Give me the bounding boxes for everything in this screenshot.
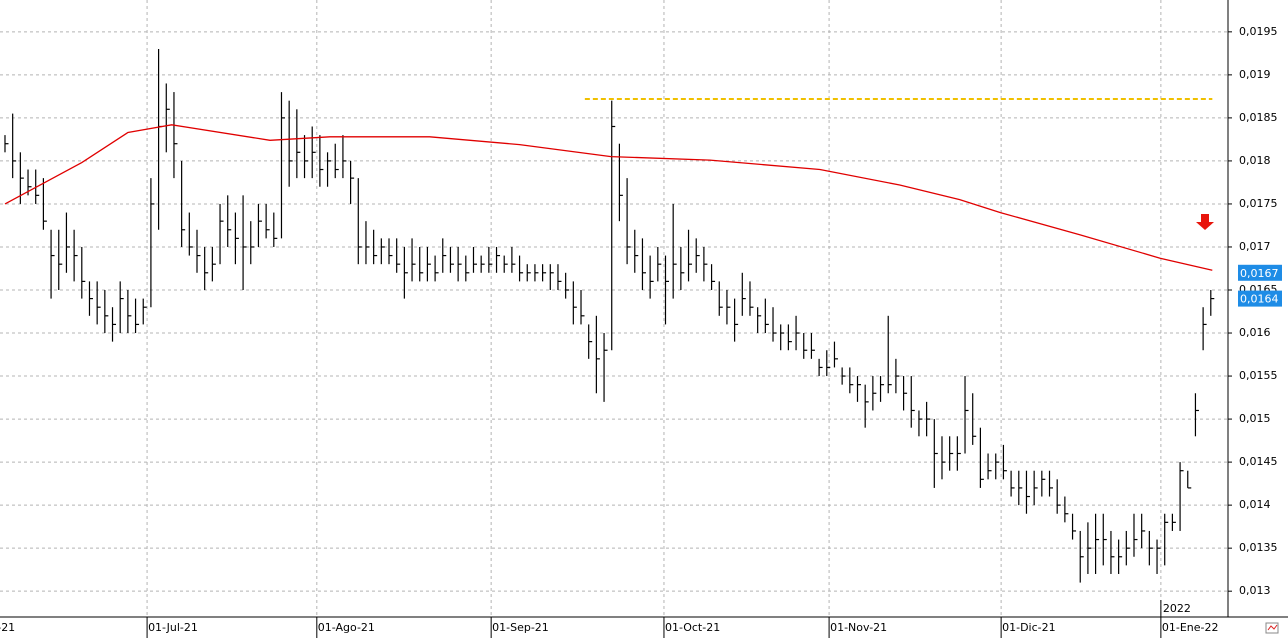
y-tick-label: 0,0185 <box>1239 111 1278 124</box>
x-tick-label: 01-Sep-21 <box>492 621 549 634</box>
y-tick-label: 0,015 <box>1239 412 1271 425</box>
y-tick-label: 0,0195 <box>1239 25 1278 38</box>
y-tick-label: 0,019 <box>1239 68 1271 81</box>
y-tick-label: 0,0135 <box>1239 541 1278 554</box>
axes: 0,013 0,0135 0,014 0,0145 0,015 0,0155 0,016 0,… <box>0 25 1282 638</box>
x-tick-label: 01-Ago-21 <box>318 621 375 634</box>
plot-area <box>4 49 1215 583</box>
y-tick-label: 0,014 <box>1239 498 1271 511</box>
x-tick-label: 01-Nov-21 <box>830 621 887 634</box>
y-tick-label: 0,017 <box>1239 240 1271 253</box>
price-marker-label: 0,0164 <box>1240 293 1279 306</box>
y-tick-label: 0,013 <box>1239 584 1271 597</box>
x-tick-label: 01-Ene-22 <box>1162 621 1219 634</box>
moving-average-line <box>4 124 1213 271</box>
down-arrow-icon <box>1196 214 1214 230</box>
y-tick-label: 0,016 <box>1239 326 1271 339</box>
y-tick-label: 0,0155 <box>1239 369 1278 382</box>
y-tick-label: 0,0175 <box>1239 197 1278 210</box>
price-marker-box <box>1238 264 1282 281</box>
price-marker-label: 0,0167 <box>1240 267 1279 280</box>
x-tick-label: 01-Dic-21 <box>1002 621 1056 634</box>
y-tick-label: 0,018 <box>1239 154 1271 167</box>
y-tick-label: 0,0145 <box>1239 455 1278 468</box>
corner-icon[interactable] <box>1265 622 1279 634</box>
year-label: 2022 <box>1163 602 1191 615</box>
price-marker-box <box>1238 290 1282 307</box>
x-tick-label: 01-Oct-21 <box>665 621 720 634</box>
x-tick-label: 01-Jun-21 <box>0 621 15 634</box>
x-tick-label: 01-Jul-21 <box>148 621 198 634</box>
